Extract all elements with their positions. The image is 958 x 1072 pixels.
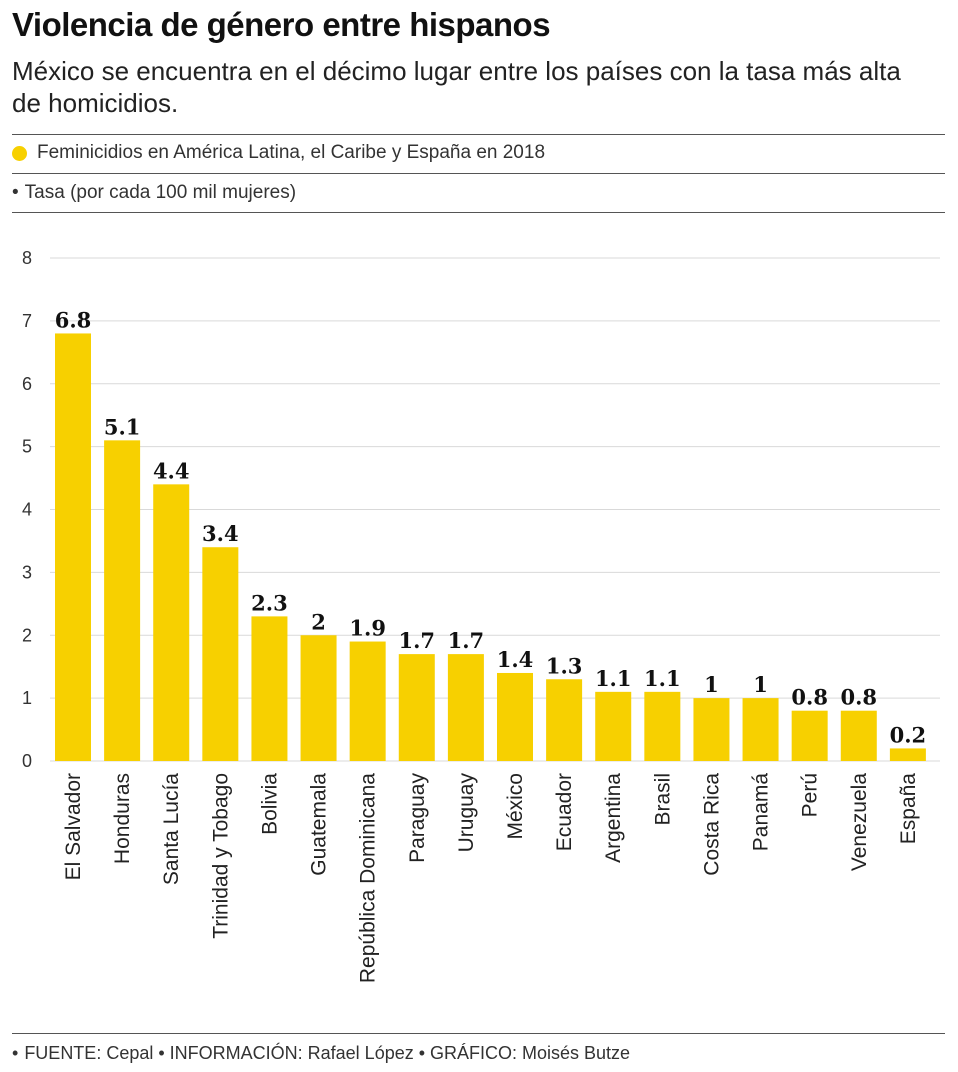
x-tick-label: Santa Lucía	[160, 773, 183, 885]
bar	[349, 641, 386, 761]
x-tick-label: Venezuela	[848, 773, 871, 871]
rate-note: • Tasa (por cada 100 mil mujeres)	[12, 182, 296, 204]
bar	[791, 710, 828, 761]
data-label: 1.7	[399, 628, 436, 653]
data-label: 0.8	[841, 685, 878, 710]
data-label: 4.4	[153, 458, 190, 483]
data-label: 1.9	[349, 616, 386, 641]
data-label: 0.2	[890, 722, 927, 747]
y-tick-label: 8	[22, 248, 32, 268]
top-divider	[12, 134, 945, 135]
x-tick-label: Uruguay	[455, 773, 478, 853]
x-tick-label: México	[504, 773, 527, 840]
bar	[202, 547, 239, 761]
data-label: 1.1	[595, 666, 632, 691]
legend: Feminicidios en América Latina, el Carib…	[12, 142, 545, 164]
bar	[693, 698, 730, 761]
bar	[251, 616, 288, 761]
x-tick-label: Trinidad y Tobago	[209, 773, 232, 939]
y-tick-label: 6	[22, 374, 32, 394]
footer-text: FUENTE: Cepal • INFORMACIÓN: Rafael Lópe…	[24, 1043, 631, 1063]
bar	[497, 672, 533, 761]
footer-divider	[12, 1033, 945, 1034]
legend-swatch	[12, 145, 27, 161]
x-tick-label: Paraguay	[406, 773, 429, 863]
chart-top-divider	[12, 212, 945, 213]
x-tick-label: Brasil	[651, 773, 674, 826]
chart-title: Violencia de género entre hispanos	[12, 6, 551, 43]
footer-credits: • FUENTE: Cepal • INFORMACIÓN: Rafael Lóp…	[12, 1043, 630, 1064]
x-tick-label: República Dominicana	[357, 773, 380, 983]
data-label: 1	[704, 672, 719, 697]
y-tick-label: 7	[22, 311, 32, 331]
data-label: 5.1	[104, 414, 141, 439]
bar	[644, 691, 681, 761]
footer-bullet: •	[12, 1043, 19, 1063]
x-tick-label: Perú	[799, 773, 822, 817]
y-tick-label: 5	[22, 437, 32, 457]
data-label: 0.8	[791, 685, 828, 710]
rate-label: Tasa (por cada 100 mil mujeres)	[24, 182, 297, 203]
bar	[447, 654, 484, 761]
data-label: 1.7	[448, 628, 485, 653]
bar	[889, 748, 926, 761]
x-tick-label: Panamá	[750, 773, 773, 852]
x-tick-label: Honduras	[111, 773, 134, 864]
x-tick-label: Argentina	[602, 773, 625, 863]
legend-divider	[12, 173, 945, 174]
x-tick-label: El Salvador	[62, 773, 85, 880]
data-label: 1.3	[546, 653, 583, 678]
y-tick-label: 1	[22, 688, 32, 708]
bar	[595, 691, 632, 761]
data-label: 1.1	[644, 666, 681, 691]
x-tick-label: Guatemala	[308, 773, 331, 876]
bar	[742, 698, 779, 761]
bar	[104, 440, 141, 761]
bar	[55, 333, 91, 761]
chart-subtitle: México se encuentra en el décimo lugar e…	[12, 56, 901, 118]
data-label: 3.4	[202, 521, 239, 546]
data-label: 1	[753, 672, 768, 697]
y-tick-label: 2	[22, 625, 32, 645]
x-tick-label: España	[897, 773, 920, 845]
bar	[840, 710, 877, 761]
data-label: 2	[311, 609, 326, 634]
data-label: 2.3	[251, 590, 288, 615]
bar	[398, 654, 435, 761]
y-tick-label: 4	[22, 500, 32, 520]
y-tick-label: 0	[22, 751, 32, 771]
x-tick-label: Bolivia	[258, 773, 281, 835]
x-tick-label: Ecuador	[553, 773, 576, 851]
bar	[546, 679, 583, 761]
x-tick-label: Costa Rica	[700, 773, 723, 876]
bar-chart: 0 1 2 3 4 5 6 7 8 6.8 El Salvador 5.1 Honduras 4.4 San…	[22, 248, 940, 983]
rate-bullet: •	[12, 182, 19, 203]
legend-label: Feminicidios en América Latina, el Carib…	[37, 142, 546, 163]
bar	[153, 484, 190, 761]
y-tick-label: 3	[22, 562, 32, 582]
data-label: 6.8	[55, 307, 92, 332]
bar	[300, 635, 337, 761]
data-label: 1.4	[497, 647, 534, 672]
